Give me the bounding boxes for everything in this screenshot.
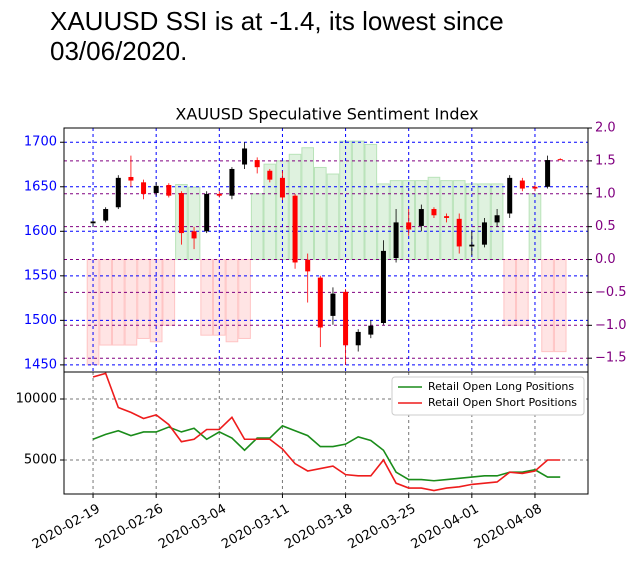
- sentiment-bar: [137, 259, 150, 339]
- y2-tick-label: −0.5: [595, 285, 627, 300]
- candle-body: [330, 293, 336, 316]
- candle-body: [153, 185, 159, 194]
- y2-tick-label: 0.0: [595, 252, 616, 267]
- x-tick-label: 2020-03-11: [219, 502, 292, 553]
- candle-body: [444, 216, 450, 218]
- sentiment-bar: [301, 147, 315, 261]
- candle-body: [254, 160, 260, 168]
- series-line: [92, 424, 561, 482]
- candle-body: [267, 170, 273, 180]
- candle-body: [317, 277, 323, 328]
- y-tick-label: 1700: [24, 135, 57, 150]
- x-tick-label: 2020-04-01: [409, 502, 482, 553]
- sentiment-bar: [124, 259, 138, 346]
- y2-tick-label: 1.5: [595, 153, 616, 168]
- candle-body: [557, 159, 563, 161]
- sentiment-bar: [238, 259, 251, 339]
- candle-body: [191, 231, 197, 239]
- candle-body: [216, 193, 222, 196]
- candle-body: [481, 222, 487, 245]
- sentiment-bar: [427, 176, 441, 261]
- y2-tick-label: 1.0: [595, 186, 616, 201]
- candle-body: [355, 331, 361, 346]
- y2-tick-label: −1.0: [595, 318, 627, 333]
- candle-body: [418, 209, 424, 226]
- sentiment-bar: [111, 259, 125, 346]
- y-tick-label: 5000: [24, 452, 57, 467]
- sentiment-bar: [553, 259, 567, 353]
- y-tick-label: 1600: [24, 224, 57, 239]
- y2-tick-label: −1.5: [595, 351, 627, 366]
- x-tick-label: 2020-03-25: [346, 502, 419, 553]
- sentiment-bar: [200, 259, 213, 336]
- y-tick-label: 10000: [16, 391, 57, 406]
- y-tick-label: 1550: [24, 268, 57, 283]
- sentiment-bar: [364, 143, 378, 261]
- candle-body: [166, 184, 172, 196]
- legend-label: Retail Open Long Positions: [428, 380, 574, 393]
- y-tick-label: 1650: [24, 179, 57, 194]
- candle-body: [343, 291, 349, 346]
- candle-body: [204, 193, 210, 232]
- series-line: [92, 372, 561, 492]
- sentiment-bar: [149, 259, 163, 343]
- candle-body: [431, 209, 437, 216]
- legend-box: [391, 376, 585, 416]
- chart-title: XAUUSD Speculative Sentiment Index: [175, 105, 478, 124]
- candle-body: [507, 177, 513, 214]
- candle-body: [178, 193, 184, 234]
- sentiment-bar: [314, 166, 327, 261]
- legend: Retail Open Long Positions Retail Open Sh…: [391, 376, 585, 416]
- candle-body: [128, 176, 134, 181]
- legend-label: Retail Open Short Positions: [428, 396, 577, 409]
- sentiment-bar: [86, 259, 100, 366]
- candle-body: [229, 168, 235, 196]
- candle-body: [103, 209, 109, 221]
- y2-tick-label: 0.5: [595, 219, 616, 234]
- candle-body: [380, 250, 386, 324]
- candle-body: [545, 160, 551, 187]
- candle-body: [292, 195, 298, 263]
- candle-body: [141, 182, 147, 194]
- candle-body: [456, 218, 462, 247]
- sentiment-bar: [326, 173, 340, 261]
- candle-body: [279, 177, 285, 198]
- sentiment-bar: [225, 259, 239, 343]
- x-tick-label: 2020-04-08: [472, 502, 545, 553]
- candle-body: [305, 259, 311, 272]
- candle-body: [532, 186, 538, 189]
- candle-body: [519, 180, 525, 189]
- sentiment-bar: [187, 186, 201, 261]
- candle-body: [90, 221, 96, 224]
- candle-body: [393, 222, 399, 259]
- headline: XAUUSD SSI is at -1.4, its lowest since …: [50, 6, 504, 66]
- sentiment-bar: [99, 259, 112, 346]
- y-tick-label: 1450: [24, 357, 57, 372]
- sentiment-bar: [541, 259, 554, 353]
- x-tick-label: 2020-03-04: [156, 502, 229, 553]
- x-tick-label: 2020-02-26: [93, 502, 166, 553]
- candle-body: [368, 325, 374, 335]
- candle-body: [242, 148, 248, 165]
- candle-body: [115, 177, 121, 208]
- sentiment-bar: [351, 140, 365, 261]
- x-tick-label: 2020-02-19: [30, 502, 103, 553]
- axes-frame: [63, 371, 589, 495]
- candle-body: [406, 222, 412, 230]
- candle-body: [494, 215, 500, 223]
- candle-body: [469, 244, 475, 247]
- x-tick-label: 2020-03-18: [282, 502, 355, 553]
- y-tick-label: 1500: [24, 313, 57, 328]
- y2-tick-label: 2.0: [595, 121, 616, 136]
